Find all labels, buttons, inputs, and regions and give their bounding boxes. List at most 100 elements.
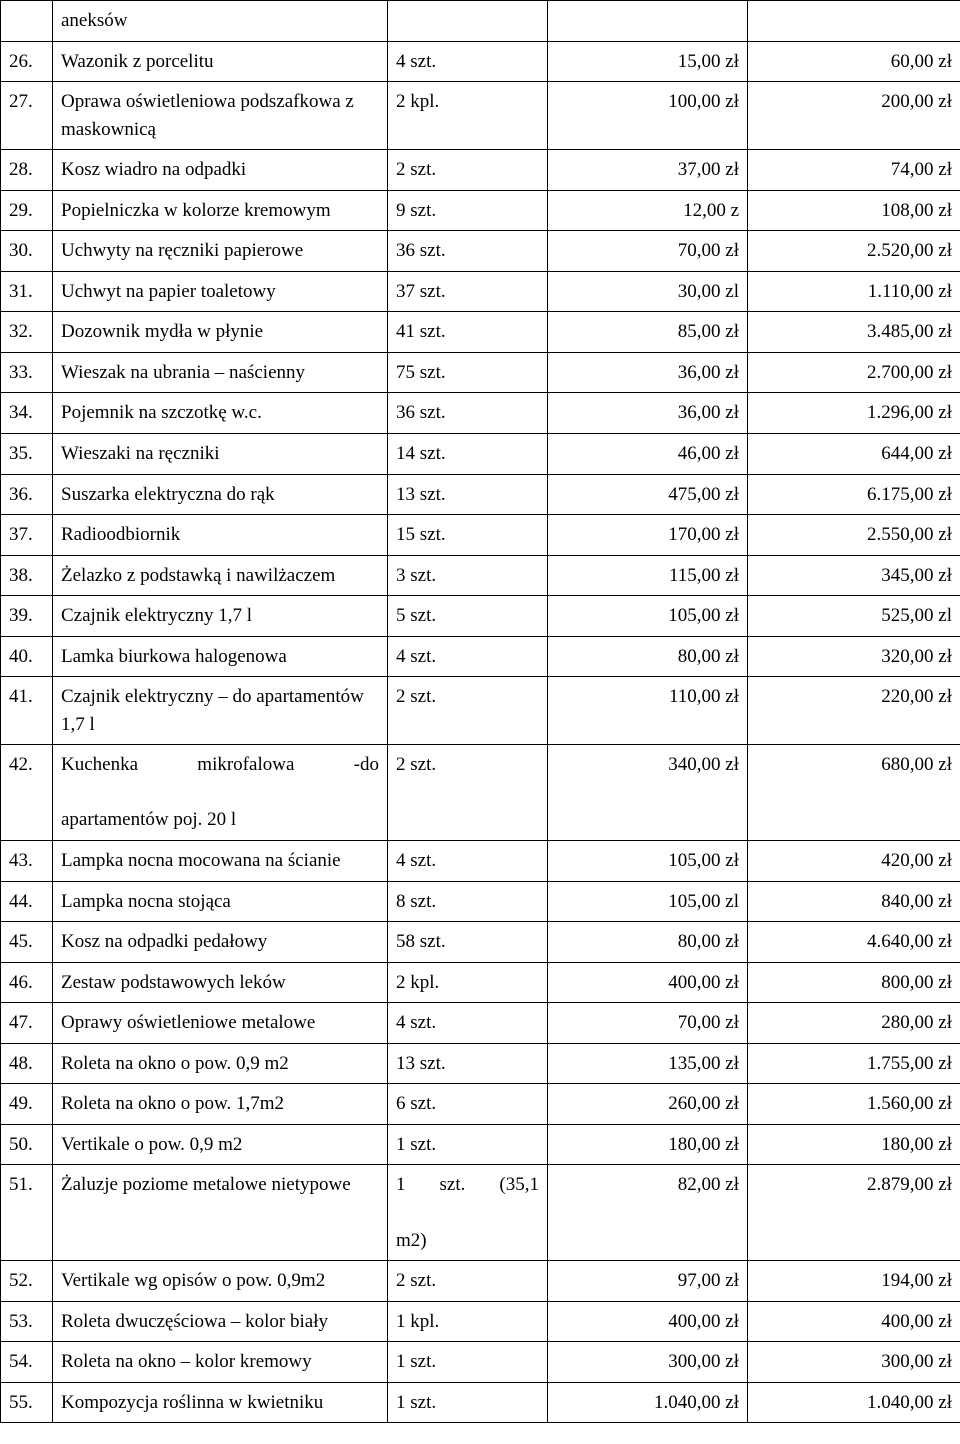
table-row: 44.Lampka nocna stojąca8 szt.105,00 zl84… [1, 881, 960, 922]
row-number: 49. [1, 1084, 53, 1125]
table-row: 40.Lamka biurkowa halogenowa4 szt.80,00 … [1, 636, 960, 677]
row-quantity: 5 szt. [388, 596, 548, 637]
row-description: Uchwyty na ręczniki papierowe [53, 231, 388, 272]
row-total-price: 1.560,00 zł [748, 1084, 960, 1125]
row-quantity: 3 szt. [388, 555, 548, 596]
row-unit-price: 30,00 zl [548, 271, 748, 312]
row-description: Roleta na okno o pow. 0,9 m2 [53, 1043, 388, 1084]
row-description: Wieszak na ubrania – naścienny [53, 352, 388, 393]
row-description: Żelazko z podstawką i nawilżaczem [53, 555, 388, 596]
row-unit-price: 80,00 zł [548, 922, 748, 963]
table-row: 38.Żelazko z podstawką i nawilżaczem3 sz… [1, 555, 960, 596]
row-quantity: 36 szt. [388, 393, 548, 434]
row-unit-price: 1.040,00 zł [548, 1382, 748, 1423]
row-unit-price: 12,00 z [548, 190, 748, 231]
table-row: 53.Roleta dwuczęściowa – kolor biały1 kp… [1, 1301, 960, 1342]
row-unit-price: 46,00 zł [548, 434, 748, 475]
row-quantity: 2 szt. [388, 745, 548, 841]
row-number: 30. [1, 231, 53, 272]
row-quantity: 2 szt. [388, 150, 548, 191]
row-number: 41. [1, 677, 53, 745]
row-quantity: 2 kpl. [388, 962, 548, 1003]
row-quantity: 1 szt. [388, 1382, 548, 1423]
table-row: 42.Kuchenka mikrofalowa -doapartamentów … [1, 745, 960, 841]
row-description: Uchwyt na papier toaletowy [53, 271, 388, 312]
row-total-price: 400,00 zł [748, 1301, 960, 1342]
row-quantity: 2 szt. [388, 677, 548, 745]
table-row: 30.Uchwyty na ręczniki papierowe36 szt.7… [1, 231, 960, 272]
row-unit-price: 36,00 zł [548, 352, 748, 393]
row-quantity: 4 szt. [388, 841, 548, 882]
table-row: 37.Radioodbiornik15 szt.170,00 zł2.550,0… [1, 515, 960, 556]
row-total-price: 2.879,00 zł [748, 1165, 960, 1261]
table-row: 43.Lampka nocna mocowana na ścianie4 szt… [1, 841, 960, 882]
table-row: 51.Żaluzje poziome metalowe nietypowe1 s… [1, 1165, 960, 1261]
row-total-price: 200,00 zł [748, 82, 960, 150]
row-quantity: 9 szt. [388, 190, 548, 231]
row-quantity: 14 szt. [388, 434, 548, 475]
row-number: 48. [1, 1043, 53, 1084]
row-description: Wieszaki na ręczniki [53, 434, 388, 475]
table-row: 34.Pojemnik na szczotkę w.c.36 szt.36,00… [1, 393, 960, 434]
table-row: 27.Oprawa oświetleniowa podszafkowa z ma… [1, 82, 960, 150]
pricing-table-body: aneksów26.Wazonik z porcelitu4 szt.15,00… [1, 1, 960, 1423]
row-quantity: 2 kpl. [388, 82, 548, 150]
row-quantity: 1 szt. (35,1m2) [388, 1165, 548, 1261]
row-description: Kuchenka mikrofalowa -doapartamentów poj… [53, 745, 388, 841]
row-unit-price: 15,00 zł [548, 41, 748, 82]
row-number: 53. [1, 1301, 53, 1342]
row-total-price: 1.040,00 zł [748, 1382, 960, 1423]
row-number: 39. [1, 596, 53, 637]
row-total-price: 3.485,00 zł [748, 312, 960, 353]
row-quantity: 36 szt. [388, 231, 548, 272]
row-unit-price: 400,00 zł [548, 962, 748, 1003]
row-number: 44. [1, 881, 53, 922]
row-unit-price: 105,00 zł [548, 841, 748, 882]
row-unit-price: 82,00 zł [548, 1165, 748, 1261]
row-total-price: 2.550,00 zł [748, 515, 960, 556]
row-description: Kompozycja roślinna w kwietniku [53, 1382, 388, 1423]
row-quantity: 37 szt. [388, 271, 548, 312]
row-total-price: 840,00 zł [748, 881, 960, 922]
row-total-price: 2.520,00 zł [748, 231, 960, 272]
row-description: Zestaw podstawowych leków [53, 962, 388, 1003]
row-description: Pojemnik na szczotkę w.c. [53, 393, 388, 434]
row-unit-price: 105,00 zł [548, 596, 748, 637]
row-quantity-line: 1 szt. (35,1 [396, 1171, 539, 1226]
row-unit-price: 70,00 zł [548, 1003, 748, 1044]
row-description: Dozownik mydła w płynie [53, 312, 388, 353]
row-description-line: Kuchenka mikrofalowa -do [61, 751, 379, 806]
table-row: 26.Wazonik z porcelitu4 szt.15,00 zł60,0… [1, 41, 960, 82]
row-unit-price: 400,00 zł [548, 1301, 748, 1342]
row-number [1, 1, 53, 42]
row-description: Oprawy oświetleniowe metalowe [53, 1003, 388, 1044]
row-total-price: 2.700,00 zł [748, 352, 960, 393]
row-quantity: 13 szt. [388, 474, 548, 515]
row-total-price: 60,00 zł [748, 41, 960, 82]
table-row: 50.Vertikale o pow. 0,9 m21 szt.180,00 z… [1, 1124, 960, 1165]
row-number: 47. [1, 1003, 53, 1044]
row-description: Kosz wiadro na odpadki [53, 150, 388, 191]
table-row: 47.Oprawy oświetleniowe metalowe4 szt.70… [1, 1003, 960, 1044]
row-number: 32. [1, 312, 53, 353]
row-total-price [748, 1, 960, 42]
row-quantity: 1 kpl. [388, 1301, 548, 1342]
table-row: 46.Zestaw podstawowych leków2 kpl.400,00… [1, 962, 960, 1003]
row-quantity: 1 szt. [388, 1124, 548, 1165]
table-row: 31.Uchwyt na papier toaletowy37 szt.30,0… [1, 271, 960, 312]
row-number: 27. [1, 82, 53, 150]
table-row: 29.Popielniczka w kolorze kremowym9 szt.… [1, 190, 960, 231]
row-quantity: 2 szt. [388, 1261, 548, 1302]
table-row: 39.Czajnik elektryczny 1,7 l5 szt.105,00… [1, 596, 960, 637]
row-description: Kosz na odpadki pedałowy [53, 922, 388, 963]
row-description: Vertikale wg opisów o pow. 0,9m2 [53, 1261, 388, 1302]
table-row: 36.Suszarka elektryczna do rąk13 szt.475… [1, 474, 960, 515]
row-quantity: 41 szt. [388, 312, 548, 353]
row-description-line: apartamentów poj. 20 l [61, 806, 379, 834]
row-quantity: 58 szt. [388, 922, 548, 963]
row-total-price: 800,00 zł [748, 962, 960, 1003]
table-row: 41.Czajnik elektryczny – do apartamentów… [1, 677, 960, 745]
row-quantity: 4 szt. [388, 41, 548, 82]
row-description: Roleta dwuczęściowa – kolor biały [53, 1301, 388, 1342]
row-quantity: 15 szt. [388, 515, 548, 556]
